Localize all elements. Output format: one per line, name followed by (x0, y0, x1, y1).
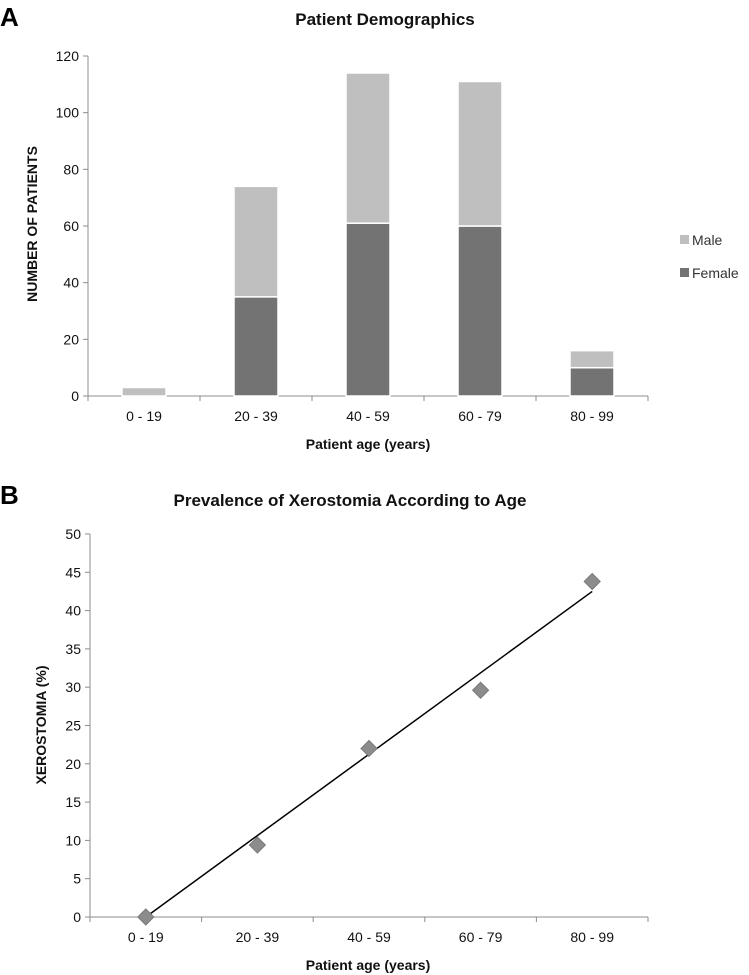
panel-letter-b: B (0, 480, 19, 510)
legend-swatch-male (680, 235, 689, 244)
bar-male-60-79 (457, 80, 503, 227)
bar-female-80-99 (569, 366, 615, 397)
chart-b-y-tick-label: 25 (65, 718, 81, 734)
chart-b-y-tick-label: 35 (65, 641, 81, 657)
legend-swatch-female (680, 268, 689, 277)
chart-a-y-tick-label: 40 (63, 275, 79, 291)
data-point-20-39 (248, 836, 267, 854)
chart-a-x-tick-label: 60 - 79 (458, 408, 502, 424)
data-point-80-99 (583, 572, 601, 591)
chart-xerostomia-prevalence: B Prevalence of Xerostomia According to … (0, 480, 649, 973)
chart-b-y-tick-label: 15 (65, 794, 81, 810)
bar-male-20-39 (233, 185, 279, 298)
data-point-60-79 (471, 681, 490, 699)
chart-b-y-tick-label: 40 (65, 603, 81, 619)
chart-b-y-tick-label: 5 (73, 871, 81, 887)
chart-a-x-tick-label: 0 - 19 (126, 408, 162, 424)
chart-b-x-axis-label: Patient age (years) (306, 957, 431, 973)
bar-female-60-79 (457, 225, 503, 397)
chart-a-y-tick-label: 0 (71, 388, 79, 404)
chart-a-y-tick-label: 60 (63, 218, 79, 234)
chart-b-x-tick-label: 60 - 79 (459, 929, 503, 945)
legend-label-male: Male (692, 232, 723, 248)
chart-b-y-tick-label: 30 (65, 679, 81, 695)
chart-b-x-tick-label: 80 - 99 (570, 929, 614, 945)
chart-a-y-tick-label: 100 (56, 105, 80, 121)
legend-label-female: Female (692, 265, 739, 281)
chart-a-y-tick-label: 20 (63, 331, 79, 347)
chart-b-x-tick-label: 20 - 39 (236, 929, 280, 945)
bar-male-40-59 (345, 72, 391, 224)
chart-a-y-tick-label: 80 (63, 161, 79, 177)
panel-letter-a: A (0, 2, 19, 32)
chart-b-y-tick-label: 20 (65, 756, 81, 772)
chart-b-y-axis-label: XEROSTOMIA (%) (33, 665, 49, 784)
chart-b-y-tick-label: 0 (73, 909, 81, 925)
bar-female-20-39 (233, 296, 279, 397)
chart-a-x-tick-label: 80 - 99 (570, 408, 614, 424)
chart-b-title: Prevalence of Xerostomia According to Ag… (174, 491, 527, 510)
chart-b-x-tick-label: 0 - 19 (128, 929, 164, 945)
bar-male-80-99 (569, 349, 615, 369)
chart-b-y-tick-label: 10 (65, 832, 81, 848)
chart-b-y-tick-label: 45 (65, 564, 81, 580)
data-point-40-59 (360, 739, 378, 758)
bar-female-40-59 (345, 222, 391, 397)
chart-b-x-tick-label: 40 - 59 (347, 929, 391, 945)
bar-male-0-19 (121, 386, 167, 397)
chart-patient-demographics: A Patient Demographics NUMBER OF PATIENT… (0, 2, 739, 452)
chart-a-x-tick-label: 20 - 39 (234, 408, 278, 424)
chart-a-x-axis-label: Patient age (years) (306, 436, 431, 452)
chart-a-title: Patient Demographics (295, 10, 475, 29)
chart-a-x-tick-label: 40 - 59 (346, 408, 390, 424)
data-point-0-19 (137, 908, 155, 926)
chart-a-y-axis-label: NUMBER OF PATIENTS (24, 146, 40, 302)
chart-a-y-tick-label: 120 (56, 48, 80, 64)
chart-b-y-tick-label: 50 (65, 526, 81, 542)
chart-a-legend: Male Female (680, 232, 739, 281)
